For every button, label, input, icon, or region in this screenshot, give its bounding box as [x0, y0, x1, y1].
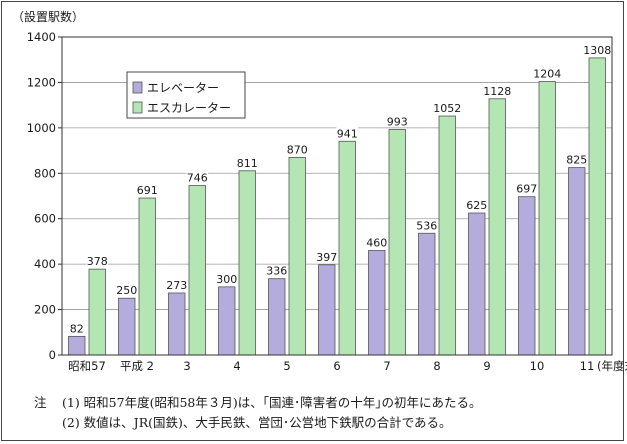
x-tick-label: 11 — [580, 359, 595, 373]
data-label: 870 — [287, 143, 308, 156]
data-label: 1052 — [433, 102, 461, 115]
data-label: 273 — [166, 279, 187, 292]
bar-chart: 0200400600800100012001400（設置駅数）82378昭和57… — [12, 9, 627, 373]
data-label: 378 — [87, 255, 108, 268]
data-label-bg — [433, 102, 462, 115]
note-line-1: (1) 昭和57年度(昭和58年３月)は、｢国連･障害者の十年｣の初年にあたる。 — [62, 395, 482, 410]
data-label-bg — [136, 184, 159, 197]
x-tick-label: 7 — [383, 359, 390, 373]
data-label: 397 — [316, 251, 337, 264]
bar-escalator — [138, 197, 156, 356]
data-label-bg — [583, 43, 612, 56]
bar-elevator — [68, 335, 86, 356]
x-tick-label: 8 — [433, 359, 440, 373]
bar-escalator — [238, 170, 256, 356]
bar-elevator — [118, 297, 136, 356]
y-tick-label: 800 — [34, 166, 56, 180]
data-label-bg — [236, 156, 259, 169]
x-tick-label: 6 — [333, 359, 340, 373]
legend-swatch — [132, 101, 143, 114]
plot-border — [61, 36, 613, 356]
data-label: 825 — [566, 154, 587, 167]
data-label: 460 — [366, 237, 387, 250]
data-label-bg — [265, 264, 288, 277]
data-label-bg — [483, 84, 512, 97]
data-label-bg — [386, 115, 409, 128]
data-label-bg — [286, 143, 309, 156]
note-label: 注 — [34, 395, 47, 410]
data-label: 746 — [187, 172, 208, 185]
data-label-bg — [533, 67, 562, 80]
data-label: 811 — [237, 157, 258, 170]
legend-box — [126, 71, 246, 119]
bar-elevator — [218, 286, 236, 356]
data-label: 941 — [337, 127, 358, 140]
x-tick-label: 10 — [530, 359, 545, 373]
data-label-bg — [565, 153, 588, 166]
data-label: 1204 — [533, 68, 561, 81]
legend-label: エレベーター — [147, 81, 219, 95]
legend-swatch — [132, 81, 143, 94]
bar-elevator — [368, 250, 386, 356]
data-label-bg — [165, 278, 188, 291]
bar-elevator — [268, 278, 286, 356]
bar-escalator — [538, 81, 556, 356]
data-label: 625 — [466, 199, 487, 212]
y-tick-label: 0 — [49, 348, 56, 362]
data-label-bg — [115, 284, 138, 297]
x-tick-label: 平成 2 — [120, 359, 154, 373]
y-tick-label: 1400 — [27, 30, 56, 44]
data-label-bg — [336, 127, 359, 140]
data-label: 300 — [216, 273, 237, 286]
x-tick-label: 3 — [183, 359, 190, 373]
x-tick-label: 5 — [283, 359, 290, 373]
x-tick-label: 4 — [233, 359, 240, 373]
bar-escalator — [288, 156, 306, 356]
data-label-bg — [315, 250, 338, 263]
data-label-bg — [515, 182, 538, 195]
bar-elevator — [568, 167, 586, 356]
data-label-bg — [69, 322, 85, 335]
data-label: 1128 — [483, 85, 511, 98]
bar-escalator — [338, 140, 356, 356]
data-label: 697 — [516, 183, 537, 196]
data-label: 336 — [266, 265, 287, 278]
bar-elevator — [468, 212, 486, 356]
bar-escalator — [388, 129, 406, 356]
bar-escalator — [488, 98, 506, 356]
x-tick-label: 9 — [483, 359, 490, 373]
data-label-bg — [415, 219, 438, 232]
y-tick-label: 400 — [34, 257, 56, 271]
y-axis-title: （設置駅数） — [12, 9, 84, 24]
data-label-bg — [186, 171, 209, 184]
y-tick-label: 1000 — [27, 121, 56, 135]
y-tick-label: 1200 — [27, 75, 56, 89]
bar-elevator — [518, 196, 536, 356]
bar-escalator — [438, 115, 456, 356]
legend-label: エスカレーター — [147, 101, 231, 115]
data-label-bg — [86, 255, 109, 268]
note-line-2: (2) 数値は、JR(国鉄)、大手民鉄、営団･公営地下鉄駅の合計である。 — [62, 415, 452, 430]
y-tick-label: 600 — [34, 212, 56, 226]
data-label: 691 — [137, 184, 158, 197]
data-label: 536 — [416, 219, 437, 232]
bar-escalator — [188, 185, 206, 356]
data-label-bg — [365, 236, 388, 249]
y-tick-label: 200 — [34, 303, 56, 317]
x-tick-label: 昭和57 — [68, 359, 106, 373]
bar-escalator — [588, 57, 606, 356]
data-label: 82 — [70, 322, 84, 335]
bar-elevator — [418, 232, 436, 356]
bar-elevator — [168, 292, 186, 356]
x-axis-suffix: (年度末) — [597, 359, 627, 373]
bar-elevator — [318, 264, 336, 356]
bar-escalator — [88, 268, 106, 356]
data-label: 1308 — [583, 44, 611, 57]
data-label: 993 — [387, 115, 408, 128]
data-label-bg — [215, 272, 238, 285]
data-label-bg — [465, 199, 488, 212]
data-label: 250 — [116, 284, 137, 297]
